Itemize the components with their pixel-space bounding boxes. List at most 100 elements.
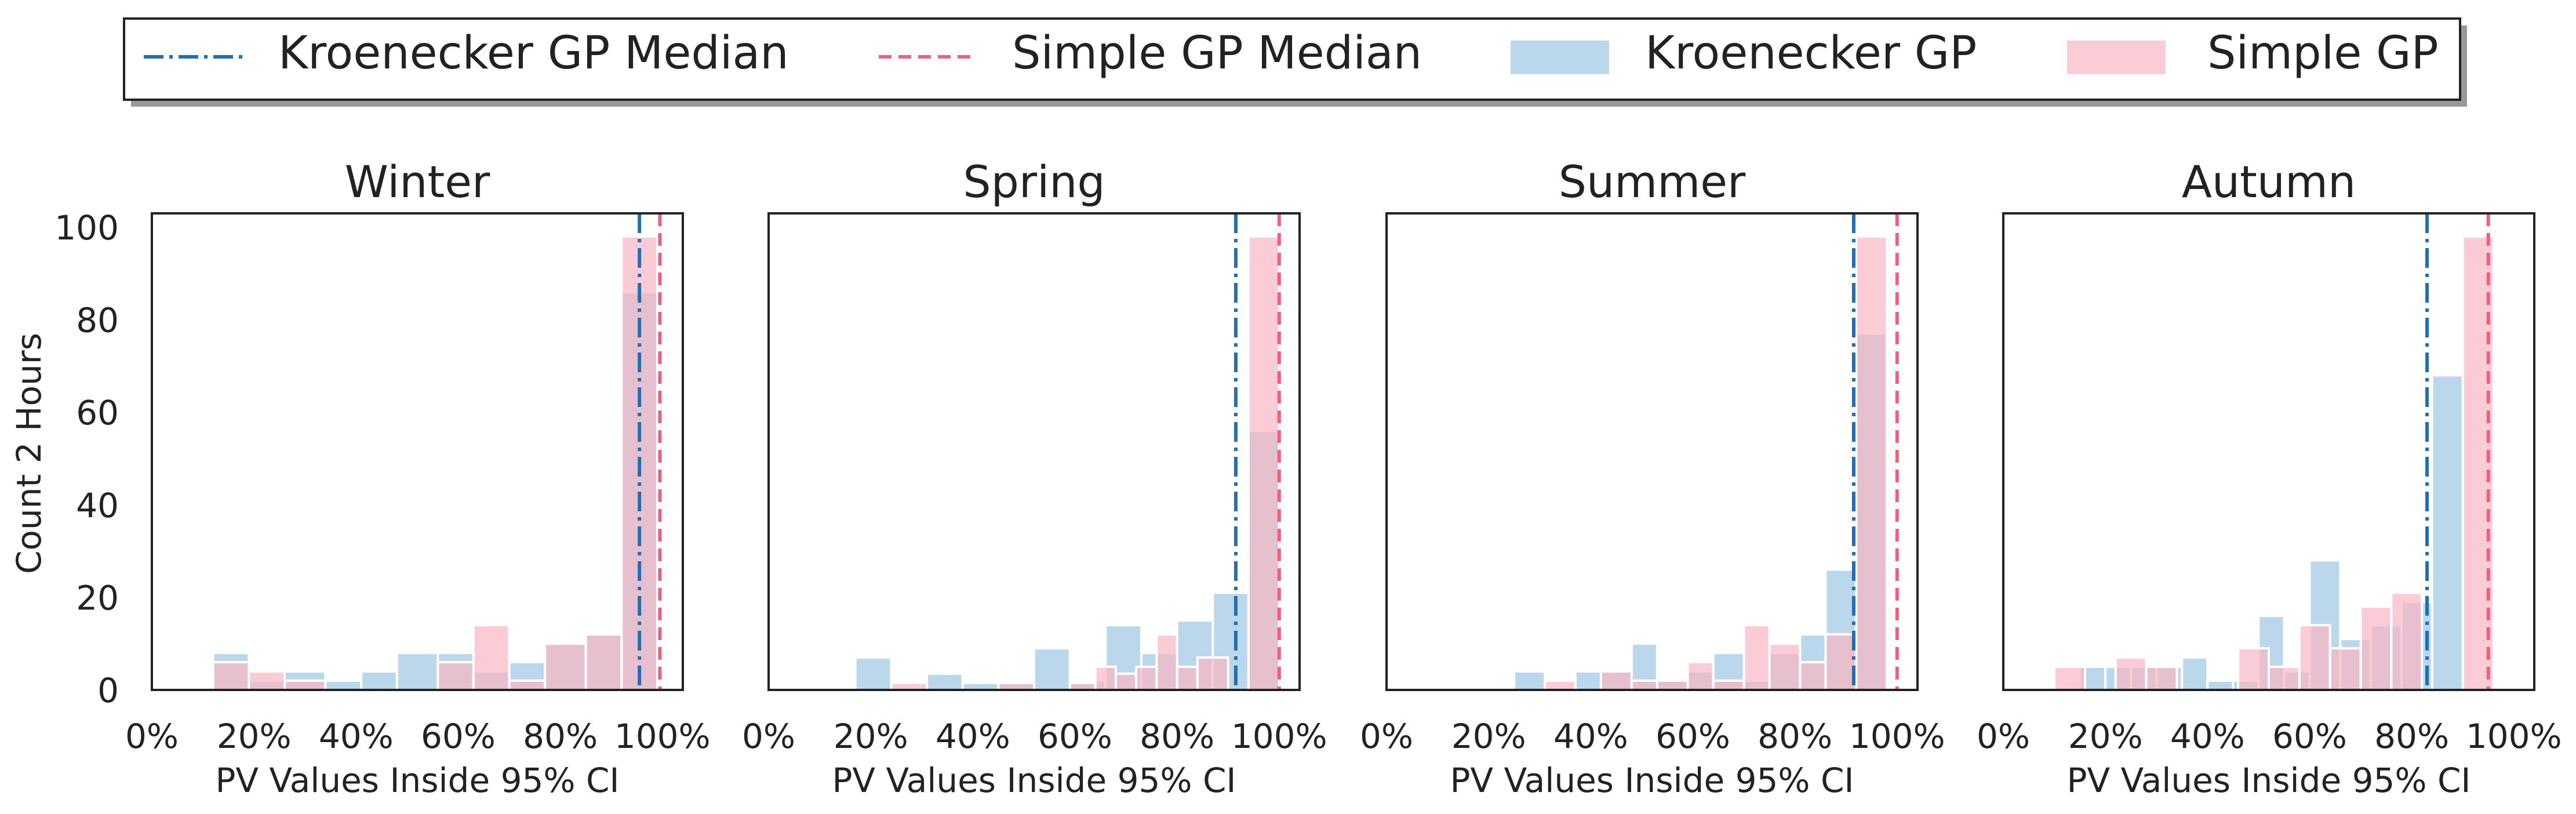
bar-kroenecker-winter-4 xyxy=(360,670,398,691)
bar-kroenecker-spring-2 xyxy=(926,673,964,692)
x-tick-label-spring-5: 100% xyxy=(1231,717,1327,756)
legend-label-kroenecker-gp: Kroenecker GP xyxy=(1645,27,1977,79)
series-kroenecker-winter xyxy=(212,290,658,692)
panel-summer: Summer 0% 20% 40% 60% 80% 100% PV Values Inside… xyxy=(1360,156,1945,800)
bar-simple-winter-8 xyxy=(508,679,547,691)
x-tick-label-spring-3: 60% xyxy=(1038,717,1112,756)
y-tick-label-3: 60 xyxy=(76,393,119,433)
bar-simple-winter-7 xyxy=(472,624,511,692)
x-axis-label-autumn: PV Values Inside 95% CI xyxy=(2066,761,2471,800)
x-tick-label-autumn-4: 80% xyxy=(2374,717,2449,756)
legend-label-simple-median: Simple GP Median xyxy=(1012,27,1422,79)
plot-frame-autumn xyxy=(2002,212,2535,691)
bar-kroenecker-spring-5 xyxy=(1033,647,1071,692)
bar-simple-spring-8 xyxy=(1135,666,1158,691)
bar-simple-winter-1 xyxy=(248,670,286,691)
series-simple-winter xyxy=(212,235,658,692)
x-axis-label-winter: PV Values Inside 95% CI xyxy=(215,761,619,800)
bar-simple-autumn-0 xyxy=(2053,666,2086,691)
panel-spring: Spring 0% 20% 40% 60% 80% 100% PV Values Inside… xyxy=(742,156,1327,800)
bar-kroenecker-autumn-13 xyxy=(2431,374,2464,691)
bar-simple-summer-10 xyxy=(1855,235,1889,692)
bar-kroenecker-summer-0 xyxy=(1513,670,1547,691)
y-tick-label-4: 80 xyxy=(76,301,119,340)
bar-kroenecker-winter-3 xyxy=(324,679,363,691)
panel-title-summer: Summer xyxy=(1559,156,1746,208)
bar-simple-spring-9 xyxy=(1155,633,1178,692)
x-tick-label-spring-2: 40% xyxy=(936,717,1010,756)
x-tick-label-summer-0: 0% xyxy=(1360,717,1413,756)
panel-autumn: Autumn 0% 20% 40% 60% 80% 100% PV Values Inside… xyxy=(1977,156,2562,800)
panel-title-winter: Winter xyxy=(345,156,490,208)
legend: Kroenecker GP Median Simple GP Median Kr… xyxy=(123,17,2467,107)
x-tick-label-winter-0: 0% xyxy=(125,717,179,756)
x-tick-label-winter-4: 80% xyxy=(523,717,598,756)
bar-simple-summer-4 xyxy=(1686,661,1715,691)
x-tick-label-summer-4: 80% xyxy=(1758,717,1832,756)
x-tick-label-spring-1: 20% xyxy=(834,717,908,756)
bar-simple-autumn-7 xyxy=(2268,666,2301,691)
panel-winter: Winter 0% 20% 40% 60% 80% 100% PV Values Inside… xyxy=(54,156,710,800)
x-tick-label-autumn-2: 40% xyxy=(2170,717,2245,756)
bar-simple-autumn-2 xyxy=(2114,656,2148,691)
series-kroenecker-spring xyxy=(854,430,1280,692)
bar-simple-summer-5 xyxy=(1712,679,1745,691)
bar-simple-spring-10 xyxy=(1176,666,1199,691)
bar-simple-autumn-6 xyxy=(2237,647,2270,692)
legend-label-simple-gp: Simple GP xyxy=(2207,27,2439,79)
plot-frame-spring xyxy=(767,212,1301,691)
bar-simple-winter-6 xyxy=(436,661,475,691)
legend-label-kroenecker-median: Kroenecker GP Median xyxy=(278,27,789,79)
bar-kroenecker-summer-2 xyxy=(1574,670,1602,691)
bar-kroenecker-autumn-4 xyxy=(2181,656,2209,691)
x-tick-label-summer-2: 40% xyxy=(1553,717,1628,756)
bar-simple-spring-7 xyxy=(1114,673,1138,692)
y-axis-label: Count 2 Hours xyxy=(9,333,49,574)
x-axis-label-spring: PV Values Inside 95% CI xyxy=(832,761,1236,800)
bar-simple-autumn-10 xyxy=(2359,605,2393,691)
bar-simple-winter-10 xyxy=(584,633,623,692)
bar-simple-summer-6 xyxy=(1742,624,1771,692)
bar-kroenecker-autumn-5 xyxy=(2206,679,2235,691)
plot-frame-winter xyxy=(151,212,684,691)
y-tick-label-1: 20 xyxy=(76,578,119,617)
x-tick-label-summer-3: 60% xyxy=(1656,717,1730,756)
x-tick-label-summer-5: 100% xyxy=(1849,717,1945,756)
panels: Winter 0% 20% 40% 60% 80% 100% PV Values Inside… xyxy=(54,156,2562,800)
series-simple-spring xyxy=(890,235,1280,692)
x-tick-label-autumn-3: 60% xyxy=(2272,717,2347,756)
bar-simple-winter-0 xyxy=(212,661,250,691)
plot-frame-summer xyxy=(1385,212,1919,691)
x-tick-label-winter-1: 20% xyxy=(217,717,292,756)
bar-kroenecker-spring-0 xyxy=(854,656,893,691)
y-tick-label-2: 40 xyxy=(76,486,119,525)
bar-simple-spring-12 xyxy=(1247,235,1280,692)
bar-simple-autumn-9 xyxy=(2328,647,2362,692)
bar-simple-summer-3 xyxy=(1656,679,1689,691)
x-tick-label-winter-3: 60% xyxy=(421,717,496,756)
x-tick-label-autumn-5: 100% xyxy=(2466,717,2562,756)
x-axis-label-summer: PV Values Inside 95% CI xyxy=(1450,761,1854,800)
x-tick-label-autumn-1: 20% xyxy=(2068,717,2143,756)
bar-simple-summer-9 xyxy=(1824,633,1858,692)
x-tick-label-spring-4: 80% xyxy=(1140,717,1214,756)
panel-title-spring: Spring xyxy=(963,156,1105,208)
bar-simple-summer-1 xyxy=(1599,670,1633,691)
x-tick-label-summer-1: 20% xyxy=(1451,717,1526,756)
panel-title-autumn: Autumn xyxy=(2182,156,2356,208)
x-tick-label-spring-0: 0% xyxy=(742,717,795,756)
bar-simple-summer-2 xyxy=(1630,679,1658,691)
bar-kroenecker-winter-5 xyxy=(395,652,439,692)
legend-swatch-kroenecker-gp xyxy=(1511,41,1609,74)
legend-swatch-simple-gp xyxy=(2067,41,2166,74)
x-tick-label-winter-2: 40% xyxy=(319,717,394,756)
bar-simple-spring-6 xyxy=(1094,666,1117,691)
y-tick-label-5: 100 xyxy=(54,208,119,248)
x-tick-label-winter-5: 100% xyxy=(614,717,711,756)
bar-simple-autumn-11 xyxy=(2390,591,2424,692)
bar-simple-autumn-3 xyxy=(2145,666,2178,691)
bar-simple-autumn-8 xyxy=(2298,624,2331,692)
x-tick-label-autumn-0: 0% xyxy=(1977,717,2030,756)
bar-simple-winter-9 xyxy=(544,642,587,692)
